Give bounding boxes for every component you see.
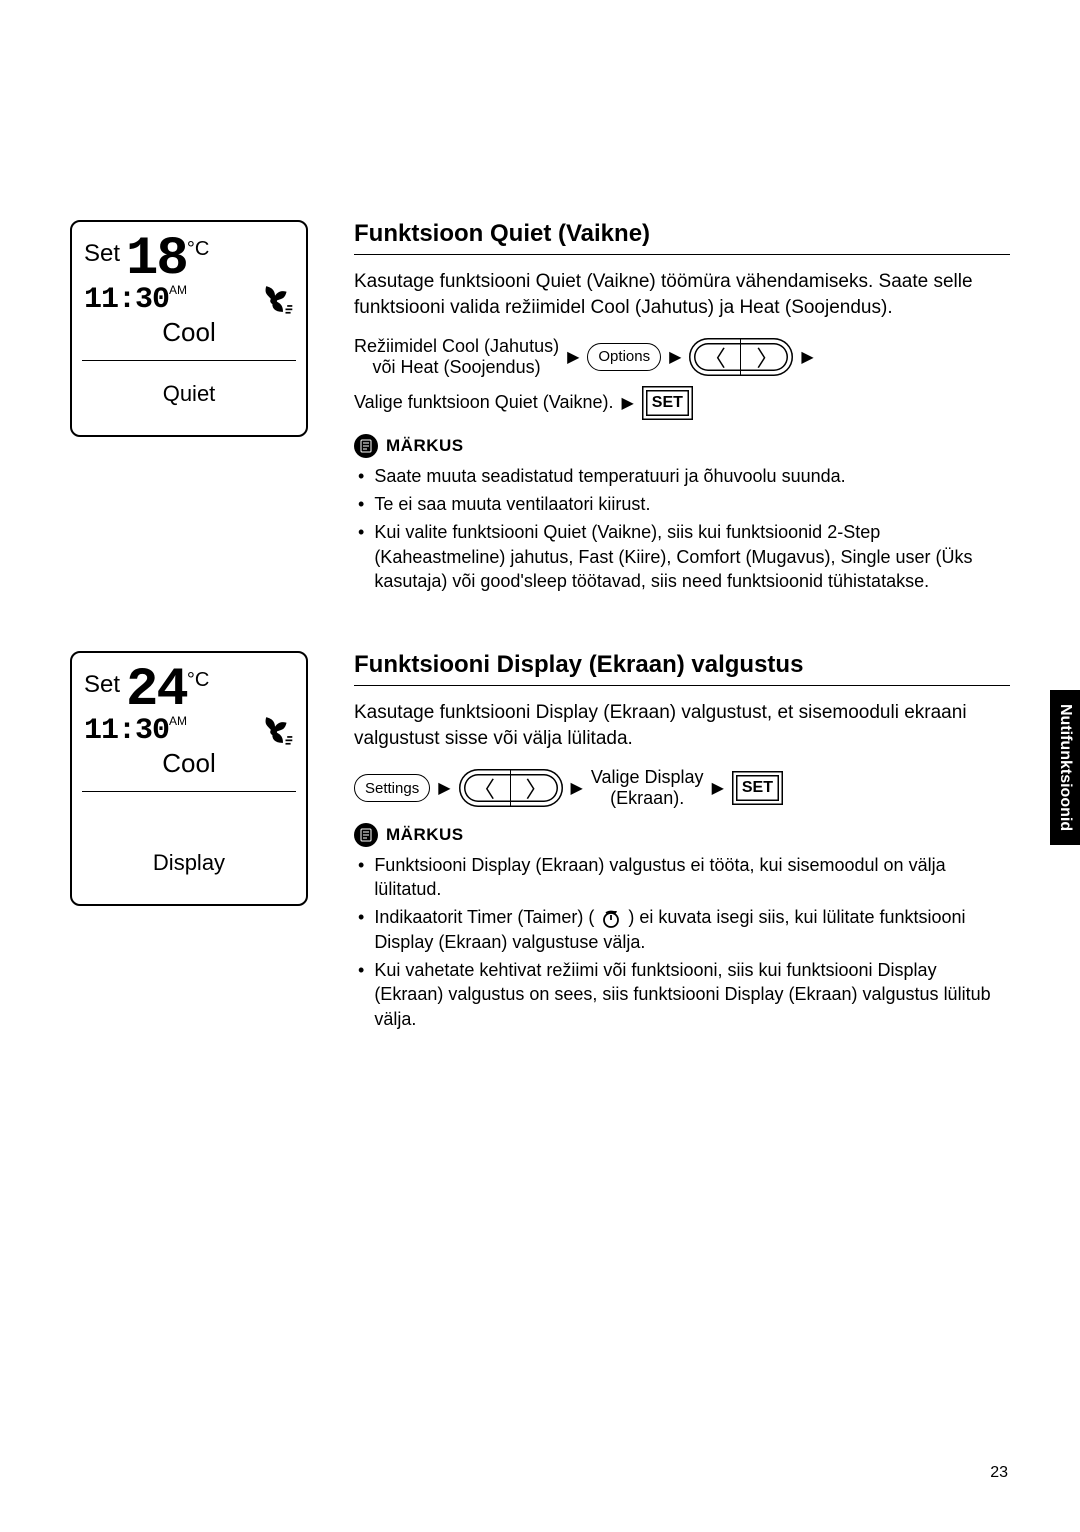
note-item: Funktsiooni Display (Ekraan) valgustus e… (358, 853, 1010, 902)
step-text: Režiimidel Cool (Jahutus) või Heat (Sooj… (354, 336, 559, 377)
section-title-display: Funktsiooni Display (Ekraan) valgustus (354, 651, 1010, 679)
lcd-set-label: Set (84, 240, 120, 268)
timer-icon (601, 909, 621, 929)
note-list: Funktsiooni Display (Ekraan) valgustus e… (354, 853, 1010, 1031)
lcd-ampm: AM (169, 714, 187, 728)
note-heading: MÄRKUS (354, 823, 1010, 847)
note-item: Saate muuta seadistatud temperatuuri ja … (358, 464, 1010, 488)
step-row: Valige funktsioon Quiet (Vaikne). ▶ SET (354, 386, 1010, 420)
note-label: MÄRKUS (386, 825, 464, 845)
lcd-mode: Cool (84, 748, 294, 779)
nav-left-button[interactable]: 〈 (459, 769, 511, 807)
nav-right-button[interactable]: 〉 (511, 769, 563, 807)
note-list: Saate muuta seadistatud temperatuuri ja … (354, 464, 1010, 593)
step-row: Settings ▶ 〈 〉 ▶ Valige Display (Ekraan)… (354, 767, 1010, 808)
arrow-icon: ▶ (621, 393, 633, 413)
note-heading: MÄRKUS (354, 434, 1010, 458)
lcd-function: Display (84, 850, 294, 876)
divider (82, 791, 296, 792)
divider (354, 685, 1010, 686)
note-icon (354, 434, 378, 458)
side-tab: Nutifunktsioonid (1050, 690, 1080, 845)
arrow-icon: ▶ (712, 778, 724, 798)
arrow-icon: ▶ (801, 347, 813, 367)
arrow-icon: ▶ (438, 778, 450, 798)
lcd-temp: 18 (126, 229, 187, 290)
lcd-panel-quiet: Set 18°C 11:30AM (70, 220, 308, 437)
note-item: Te ei saa muuta ventilaatori kiirust. (358, 492, 1010, 516)
lcd-function: Quiet (84, 381, 294, 407)
lcd-panel-display: Set 24°C 11:30AM (70, 651, 308, 906)
lcd-mode: Cool (84, 317, 294, 348)
note-item: Kui valite funktsiooni Quiet (Vaikne), s… (358, 520, 1010, 593)
step-text: Valige funktsioon Quiet (Vaikne). (354, 392, 613, 413)
page-number: 23 (990, 1464, 1008, 1482)
lcd-degree: °C (187, 238, 209, 260)
arrow-icon: ▶ (567, 347, 579, 367)
fan-icon (260, 285, 294, 315)
set-button[interactable]: SET (732, 771, 783, 805)
lcd-degree: °C (187, 669, 209, 691)
section-body: Kasutage funktsiooni Display (Ekraan) va… (354, 700, 1010, 751)
fan-icon (260, 716, 294, 746)
nav-buttons[interactable]: 〈 〉 (689, 338, 793, 376)
note-item: Kui vahetate kehtivat režiimi või funkts… (358, 958, 1010, 1031)
note-item: Indikaatorit Timer (Taimer) ( ) ei kuvat… (358, 905, 1010, 954)
options-button[interactable]: Options (587, 343, 661, 371)
lcd-temp: 24 (126, 660, 187, 721)
section-title-quiet: Funktsioon Quiet (Vaikne) (354, 220, 1010, 248)
settings-button[interactable]: Settings (354, 774, 430, 802)
nav-right-button[interactable]: 〉 (741, 338, 793, 376)
lcd-time: 11:30 (84, 714, 169, 748)
nav-left-button[interactable]: 〈 (689, 338, 741, 376)
step-text: Valige Display (Ekraan). (591, 767, 704, 808)
divider (82, 360, 296, 361)
lcd-set-label: Set (84, 671, 120, 699)
lcd-ampm: AM (169, 283, 187, 297)
step-row: Režiimidel Cool (Jahutus) või Heat (Sooj… (354, 336, 1010, 377)
set-button[interactable]: SET (642, 386, 693, 420)
divider (354, 254, 1010, 255)
note-label: MÄRKUS (386, 436, 464, 456)
section-body: Kasutage funktsiooni Quiet (Vaikne) tööm… (354, 269, 1010, 320)
arrow-icon: ▶ (669, 347, 681, 367)
note-icon (354, 823, 378, 847)
lcd-time: 11:30 (84, 283, 169, 317)
nav-buttons[interactable]: 〈 〉 (459, 769, 563, 807)
arrow-icon: ▶ (571, 778, 583, 798)
